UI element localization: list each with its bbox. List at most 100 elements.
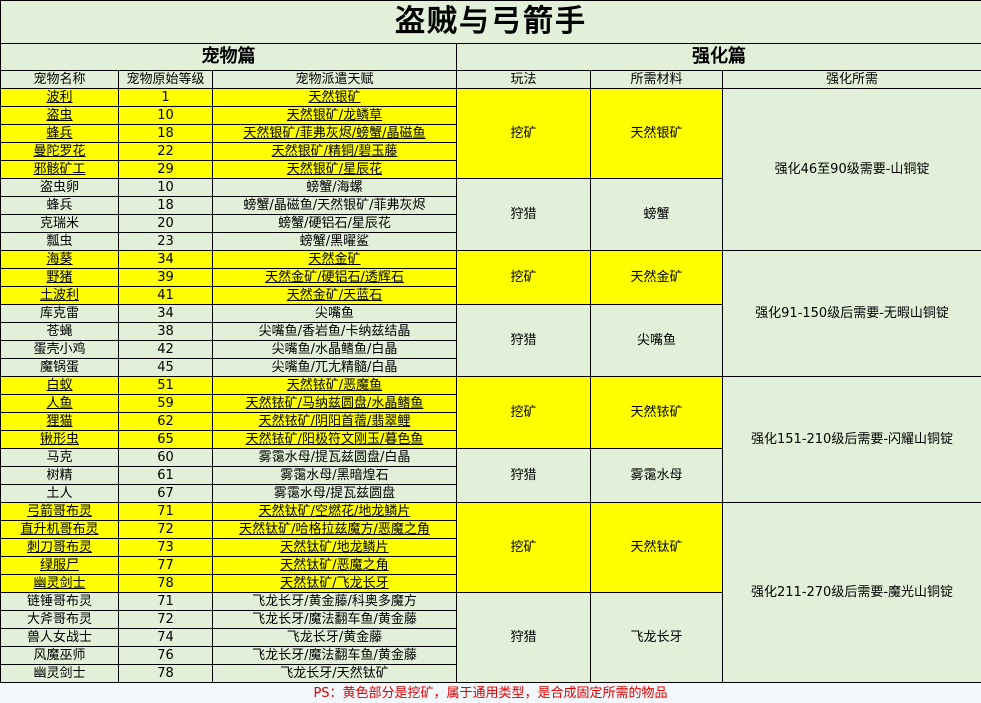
play-type: 挖矿 xyxy=(456,88,591,179)
pet-talent: 雾霭水母/黑暗煌石 xyxy=(212,466,457,485)
table-row: 狸猫 62 天然铱矿/阴阳首蓿/翡翠鲤 xyxy=(0,412,981,431)
pet-name: 瓢虫 xyxy=(0,232,119,251)
required-material: 天然银矿 xyxy=(590,88,723,179)
pet-level: 71 xyxy=(118,502,213,521)
pet-name: 大斧哥布灵 xyxy=(0,610,119,629)
pet-level: 34 xyxy=(118,250,213,269)
pet-talent: 飞龙长牙/魔法翻车鱼/黄金藤 xyxy=(212,610,457,629)
pet-name: 克瑞米 xyxy=(0,214,119,233)
pet-talent: 尖嘴鱼 xyxy=(212,304,457,323)
pet-talent: 天然银矿/菲弗灰烬/螃蟹/晶磁鱼 xyxy=(212,124,457,143)
pet-name: 人鱼 xyxy=(0,394,119,413)
pet-talent: 飞龙长牙/天然钛矿 xyxy=(212,664,457,683)
pet-name: 海葵 xyxy=(0,250,119,269)
table-row: 锹形虫 65 天然铱矿/阳极符文刚玉/暮色鱼 xyxy=(0,430,981,449)
pet-level: 42 xyxy=(118,340,213,359)
table-row: 波利 1 天然银矿 挖矿 天然银矿 强化46至90级需要-山铜锭 xyxy=(0,88,981,251)
pet-talent: 飞龙长牙/黄金藤 xyxy=(212,628,457,647)
table-row: 野猪 39 天然金矿/硬铝石/透辉石 xyxy=(0,268,981,287)
required-material: 雾霭水母 xyxy=(590,448,723,503)
pet-name: 邪骸矿工 xyxy=(0,160,119,179)
column-header-pet-name: 宠物名称 xyxy=(0,70,119,89)
pet-name: 直升机哥布灵 xyxy=(0,520,119,539)
pet-talent: 螃蟹/硬铝石/星辰花 xyxy=(212,214,457,233)
table-row: 绿服尸 77 天然钛矿/恶魔之角 xyxy=(0,556,981,575)
required-material: 天然铱矿 xyxy=(590,376,723,449)
pet-name: 魔锅蛋 xyxy=(0,358,119,377)
pet-level: 60 xyxy=(118,448,213,467)
table-row: 直升机哥布灵 72 天然钛矿/哈格拉兹魔方/恶魔之角 xyxy=(0,520,981,539)
table-row: 盗虫 10 天然银矿/龙鳞草 xyxy=(0,106,981,125)
pet-level: 18 xyxy=(118,124,213,143)
column-header-material: 所需材料 xyxy=(590,70,723,89)
pet-talent: 尖嘴鱼/香岩鱼/卡纳兹结晶 xyxy=(212,322,457,341)
pet-talent: 尖嘴鱼/兀尢精髓/白晶 xyxy=(212,358,457,377)
column-header-level: 宠物原始等级 xyxy=(118,70,213,89)
pet-level: 78 xyxy=(118,574,213,593)
pet-level: 76 xyxy=(118,646,213,665)
pet-talent: 天然钛矿/空燃花/地龙鳞片 xyxy=(212,502,457,521)
pet-level: 72 xyxy=(118,520,213,539)
pet-level: 72 xyxy=(118,610,213,629)
pet-name: 苍蝇 xyxy=(0,322,119,341)
pet-name: 土人 xyxy=(0,484,119,503)
pet-talent: 天然铱矿/阳极符文刚玉/暮色鱼 xyxy=(212,430,457,449)
pet-level: 71 xyxy=(118,592,213,611)
pet-talent: 天然钛矿/哈格拉兹魔方/恶魔之角 xyxy=(212,520,457,539)
table-row: 链锤哥布灵 71 飞龙长牙/黄金藤/科奥多魔方 狩猎 飞龙长牙 xyxy=(0,592,981,683)
table-row: 刺刀哥布灵 73 天然钛矿/地龙鳞片 xyxy=(0,538,981,557)
table-row: 风魔巫师 76 飞龙长牙/魔法翻车鱼/黄金藤 xyxy=(0,646,981,665)
play-type: 狩猎 xyxy=(456,304,591,377)
column-header-play-type: 玩法 xyxy=(456,70,591,89)
pet-name: 野猪 xyxy=(0,268,119,287)
pet-name: 风魔巫师 xyxy=(0,646,119,665)
pet-talent: 天然钛矿/恶魔之角 xyxy=(212,556,457,575)
pet-talent: 雾霭水母/提瓦兹圆盘/白晶 xyxy=(212,448,457,467)
pet-talent: 螃蟹/黑曜鲨 xyxy=(212,232,457,251)
play-type: 挖矿 xyxy=(456,250,591,305)
pet-name: 锹形虫 xyxy=(0,430,119,449)
pet-talent: 飞龙长牙/魔法翻车鱼/黄金藤 xyxy=(212,646,457,665)
pet-level: 51 xyxy=(118,376,213,395)
pet-level: 78 xyxy=(118,664,213,683)
pet-level: 22 xyxy=(118,142,213,161)
enhance-requirement: 强化46至90级需要-山铜锭 xyxy=(721,88,981,251)
enhance-requirement: 强化151-210级后需要-闪耀山铜锭 xyxy=(721,376,981,503)
pet-name: 蛋壳小鸡 xyxy=(0,340,119,359)
play-type: 挖矿 xyxy=(456,376,591,449)
pet-name: 盗虫卵 xyxy=(0,178,119,197)
pet-name: 库克雷 xyxy=(0,304,119,323)
pet-name: 绿服尸 xyxy=(0,556,119,575)
pet-talent: 天然铱矿/恶魔鱼 xyxy=(212,376,457,395)
pet-level: 59 xyxy=(118,394,213,413)
pet-name: 幽灵剑士 xyxy=(0,664,119,683)
pet-talent: 雾霭水母/提瓦兹圆盘 xyxy=(212,484,457,503)
pet-level: 1 xyxy=(118,88,213,107)
pet-level: 29 xyxy=(118,160,213,179)
pet-level: 61 xyxy=(118,466,213,485)
table-row: 蜂兵 18 螃蟹/晶磁鱼/天然银矿/菲弗灰烬 xyxy=(0,196,981,215)
required-material: 天然金矿 xyxy=(590,250,723,305)
pet-talent: 天然铱矿/阴阳首蓿/翡翠鲤 xyxy=(212,412,457,431)
pet-talent: 尖嘴鱼/水晶鳍鱼/白晶 xyxy=(212,340,457,359)
pet-name: 刺刀哥布灵 xyxy=(0,538,119,557)
pet-level: 20 xyxy=(118,214,213,233)
page-title: 盗贼与弓箭手 xyxy=(0,0,981,44)
pet-talent: 天然金矿/天蓝石 xyxy=(212,286,457,305)
pet-talent: 天然钛矿/飞龙长牙 xyxy=(212,574,457,593)
pet-level: 45 xyxy=(118,358,213,377)
table-row: 盗虫卵 10 螃蟹/海螺 狩猎 螃蟹 xyxy=(0,178,981,251)
pet-level: 65 xyxy=(118,430,213,449)
pet-level: 10 xyxy=(118,106,213,125)
play-type: 挖矿 xyxy=(456,502,591,593)
section-pet: 宠物篇 xyxy=(0,43,457,71)
pet-level: 34 xyxy=(118,304,213,323)
pet-level: 62 xyxy=(118,412,213,431)
pet-name: 链锤哥布灵 xyxy=(0,592,119,611)
pet-level: 38 xyxy=(118,322,213,341)
table-row: 邪骸矿工 29 天然银矿/星辰花 xyxy=(0,160,981,179)
table-row: 大斧哥布灵 72 飞龙长牙/魔法翻车鱼/黄金藤 xyxy=(0,610,981,629)
pet-talent: 天然钛矿/地龙鳞片 xyxy=(212,538,457,557)
footer-note: PS：黄色部分是挖矿，属于通用类型，是合成固定所需的物品 xyxy=(313,686,668,701)
pet-talent: 飞龙长牙/黄金藤/科奥多魔方 xyxy=(212,592,457,611)
